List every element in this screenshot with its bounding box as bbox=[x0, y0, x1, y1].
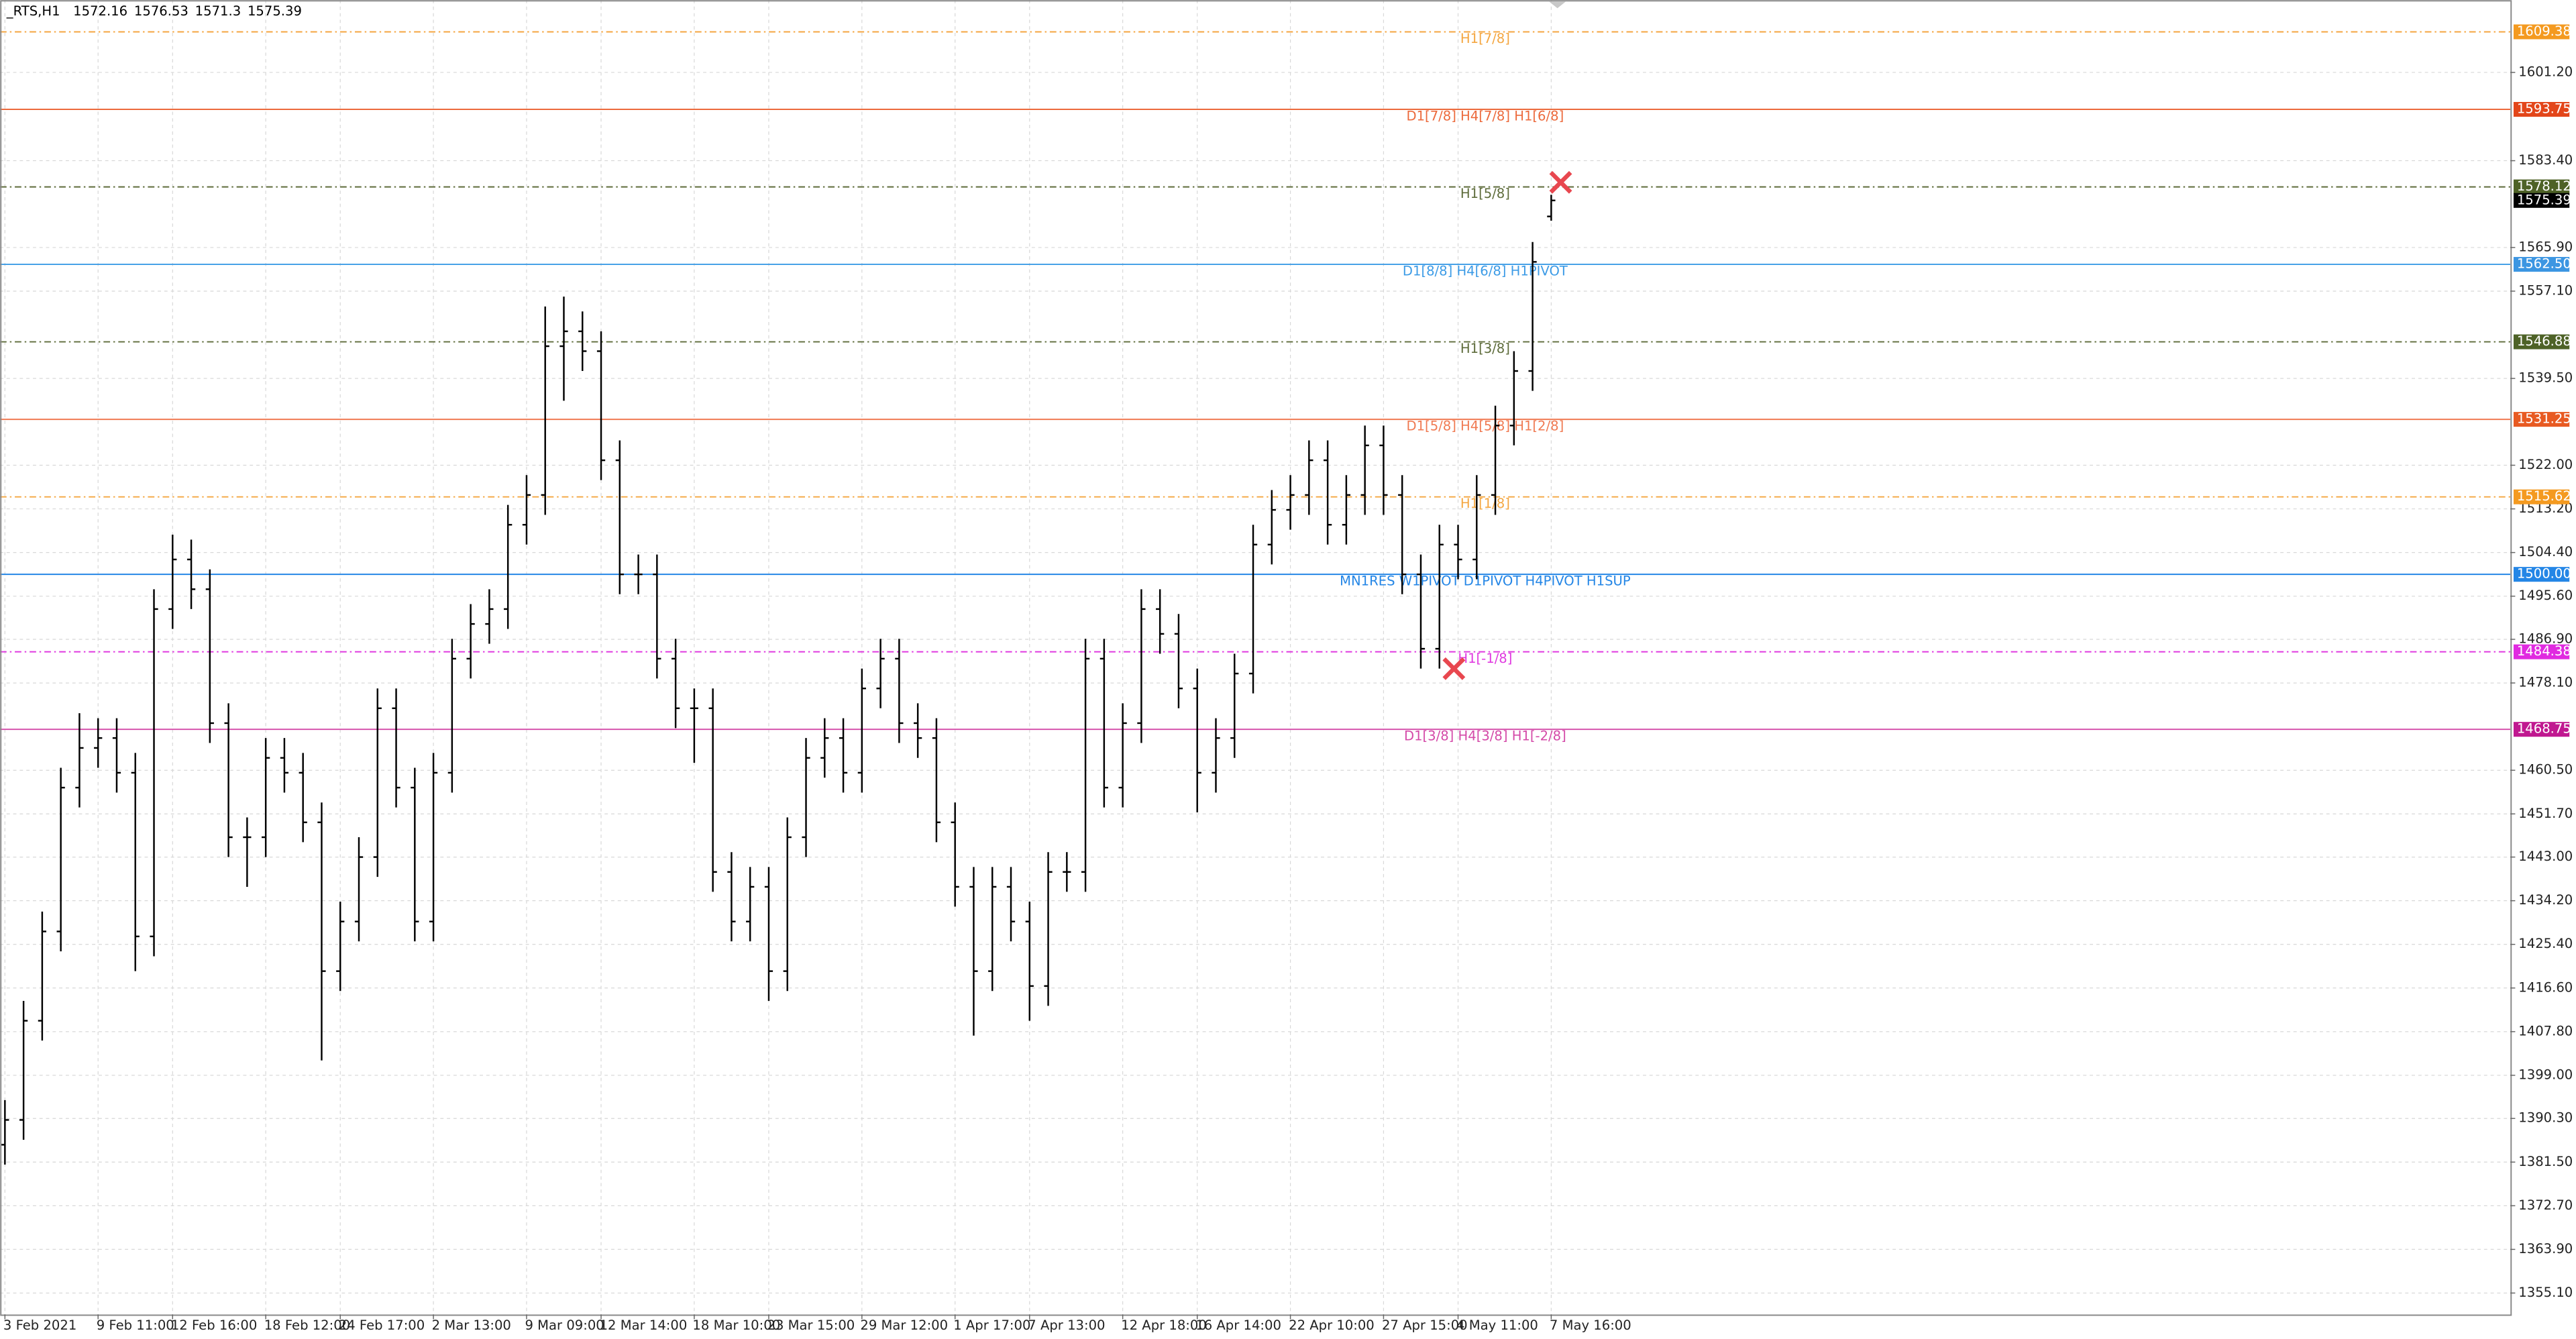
x-tick-label: 12 Mar 14:00 bbox=[600, 1318, 688, 1333]
y-tick-label: 1443.00 bbox=[2518, 849, 2573, 864]
level-price-label: 1562.50 bbox=[2517, 256, 2571, 272]
y-tick-label: 1416.60 bbox=[2518, 979, 2573, 995]
y-tick-label: 1372.70 bbox=[2518, 1197, 2573, 1213]
x-tick-label: 9 Feb 11:00 bbox=[97, 1318, 174, 1333]
level-price-label: 1531.25 bbox=[2517, 411, 2571, 427]
level-price-box bbox=[2513, 257, 2570, 272]
level-price-box bbox=[2513, 567, 2570, 582]
y-tick-label: 1601.20 bbox=[2518, 64, 2573, 79]
level-label: D1[3/8] H4[3/8] H1[-2/8] bbox=[1404, 729, 1566, 744]
level-label: H1[5/8] bbox=[1460, 186, 1510, 201]
y-tick-label: 1451.70 bbox=[2518, 806, 2573, 821]
shift-marker bbox=[1549, 1, 1566, 9]
level-price-box bbox=[2513, 412, 2570, 427]
price-bars bbox=[1, 195, 1556, 1165]
y-tick-label: 1381.50 bbox=[2518, 1154, 2573, 1169]
y-tick-label: 1539.50 bbox=[2518, 370, 2573, 386]
levels: H1[7/8] D1[7/8] H4[7/8] H1[6/8] H1[5/8] D1[… bbox=[0, 31, 2511, 744]
y-tick-label: 1513.20 bbox=[2518, 500, 2573, 516]
current-price-box bbox=[2513, 193, 2570, 208]
header-close: 1575.39 bbox=[248, 3, 302, 19]
y-tick-label: 1583.40 bbox=[2518, 152, 2573, 168]
level-price-label: 1500.00 bbox=[2517, 566, 2571, 582]
level-price-label: 1515.62 bbox=[2517, 488, 2571, 504]
y-tick-label: 1434.20 bbox=[2518, 892, 2573, 908]
x-tick-label: 18 Mar 10:00 bbox=[692, 1318, 780, 1333]
x-tick-label: 18 Feb 12:00 bbox=[264, 1318, 350, 1333]
x-tick-label: 27 Apr 15:00 bbox=[1382, 1318, 1468, 1333]
level-label: D1[5/8] H4[5/8] H1[2/8] bbox=[1407, 419, 1564, 434]
level-price-box bbox=[2513, 24, 2570, 40]
x-tick-label: 3 Feb 2021 bbox=[3, 1318, 76, 1333]
symbol: _RTS,H1 bbox=[6, 3, 60, 19]
y-tick-label: 1460.50 bbox=[2518, 762, 2573, 778]
axes: 1601.20 1583.40 1565.90 1557.10 1539.50 1522.… bbox=[3, 23, 2573, 1333]
x-tick-label: 16 Apr 14:00 bbox=[1195, 1318, 1281, 1333]
level-label: H1[7/8] bbox=[1460, 31, 1510, 46]
level-price-box bbox=[2513, 179, 2570, 195]
y-tick-label: 1565.90 bbox=[2518, 239, 2573, 254]
y-tick-label: 1399.00 bbox=[2518, 1067, 2573, 1082]
current-price-label: 1575.39 bbox=[2517, 192, 2571, 207]
y-tick-label: 1522.00 bbox=[2518, 457, 2573, 472]
y-tick-label: 1495.60 bbox=[2518, 588, 2573, 603]
x-tick-label: 4 May 11:00 bbox=[1456, 1318, 1538, 1333]
level-price-label: 1578.12 bbox=[2517, 178, 2571, 194]
level-price-box bbox=[2513, 489, 2570, 504]
grid bbox=[0, 0, 2511, 1315]
y-tick-label: 1557.10 bbox=[2518, 282, 2573, 298]
header-low: 1571.3 bbox=[195, 3, 241, 19]
level-label: H1[1/8] bbox=[1460, 496, 1510, 511]
level-price-box bbox=[2513, 334, 2570, 350]
cross-stroke bbox=[1549, 170, 1572, 194]
level-price-label: 1484.38 bbox=[2517, 643, 2571, 659]
x-tick-label: 24 Feb 17:00 bbox=[339, 1318, 425, 1333]
x-tick-label: 12 Apr 18:00 bbox=[1121, 1318, 1207, 1333]
x-tick-label: 7 Apr 13:00 bbox=[1028, 1318, 1105, 1333]
y-tick-label: 1425.40 bbox=[2518, 936, 2573, 951]
level-price-label: 1609.38 bbox=[2517, 23, 2571, 39]
x-tick-label: 12 Feb 16:00 bbox=[171, 1318, 257, 1333]
plot-border bbox=[0, 0, 2512, 1316]
y-tick-label: 1504.40 bbox=[2518, 544, 2573, 559]
x-tick-label: 22 Apr 10:00 bbox=[1289, 1318, 1375, 1333]
x-tick-label: 23 Mar 15:00 bbox=[767, 1318, 855, 1333]
level-label: H1[3/8] bbox=[1460, 341, 1510, 356]
chart-header: _RTS,H1 1572.16 1576.53 1571.3 1575.39 bbox=[6, 3, 302, 19]
x-tick-label: 1 Apr 17:00 bbox=[953, 1318, 1030, 1333]
y-tick-label: 1486.90 bbox=[2518, 631, 2573, 647]
level-price-label: 1593.75 bbox=[2517, 101, 2571, 117]
signal-cross-bottom bbox=[1442, 657, 1466, 680]
level-price-box bbox=[2513, 722, 2570, 737]
x-tick-label: 2 Mar 13:00 bbox=[432, 1318, 511, 1333]
y-tick-label: 1390.30 bbox=[2518, 1110, 2573, 1126]
signal-cross-top bbox=[1549, 170, 1572, 194]
x-tick-label: 9 Mar 09:00 bbox=[525, 1318, 604, 1333]
cross-stroke bbox=[1442, 657, 1466, 680]
x-tick-label: 29 Mar 12:00 bbox=[860, 1318, 948, 1333]
y-tick-label: 1407.80 bbox=[2518, 1023, 2573, 1038]
header-high: 1576.53 bbox=[134, 3, 189, 19]
y-tick-label: 1478.10 bbox=[2518, 675, 2573, 690]
level-label: H1[-1/8] bbox=[1458, 651, 1512, 666]
level-label: D1[8/8] H4[6/8] H1PIVOT bbox=[1403, 264, 1568, 279]
level-label: D1[7/8] H4[7/8] H1[6/8] bbox=[1407, 109, 1564, 124]
y-tick-label: 1355.10 bbox=[2518, 1285, 2573, 1300]
level-price-label: 1546.88 bbox=[2517, 333, 2571, 349]
level-price-box bbox=[2513, 102, 2570, 117]
x-tick-label: 7 May 16:00 bbox=[1550, 1318, 1631, 1333]
header-open: 1572.16 bbox=[73, 3, 127, 19]
y-tick-label: 1363.90 bbox=[2518, 1241, 2573, 1256]
level-price-label: 1468.75 bbox=[2517, 721, 2571, 737]
level-price-box bbox=[2513, 644, 2570, 659]
level-label: MN1RES W1PIVOT D1PIVOT H4PIVOT H1SUP bbox=[1340, 574, 1631, 589]
